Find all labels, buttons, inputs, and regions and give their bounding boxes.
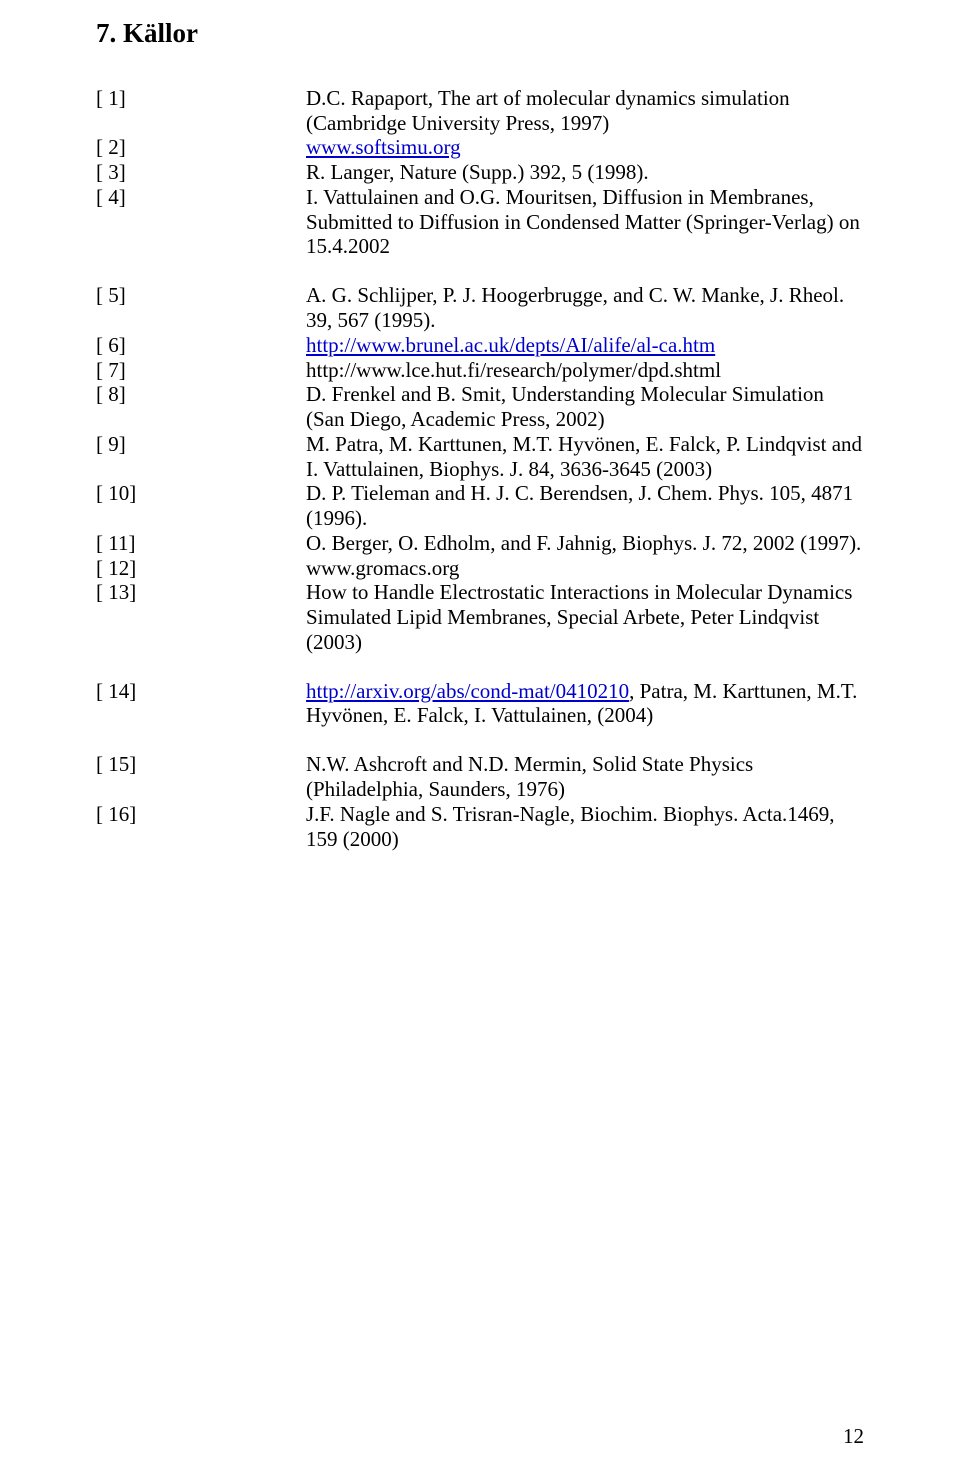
reference-body: R. Langer, Nature (Supp.) 392, 5 (1998). (306, 160, 864, 185)
reference-row: [ 4]I. Vattulainen and O.G. Mouritsen, D… (96, 185, 864, 259)
reference-row: [ 1]D.C. Rapaport, The art of molecular … (96, 86, 864, 136)
reference-body: www.softsimu.org (306, 135, 864, 160)
reference-key: [ 10] (96, 481, 306, 506)
reference-body: I. Vattulainen and O.G. Mouritsen, Diffu… (306, 185, 864, 259)
reference-key: [ 6] (96, 333, 306, 358)
reference-key: [ 12] (96, 556, 306, 581)
reference-row: [ 8]D. Frenkel and B. Smit, Understandin… (96, 382, 864, 432)
reference-row: [ 15]N.W. Ashcroft and N.D. Mermin, Soli… (96, 752, 864, 802)
reference-row: [ 14]http://arxiv.org/abs/cond-mat/04102… (96, 679, 864, 729)
reference-key: [ 2] (96, 135, 306, 160)
reference-body: N.W. Ashcroft and N.D. Mermin, Solid Sta… (306, 752, 864, 802)
reference-text: O. Berger, O. Edholm, and F. Jahnig, Bio… (306, 531, 861, 555)
reference-key: [ 15] (96, 752, 306, 777)
reference-key: [ 13] (96, 580, 306, 605)
document-page: 7. Källor [ 1]D.C. Rapaport, The art of … (0, 0, 960, 1479)
reference-row: [ 5]A. G. Schlijper, P. J. Hoogerbrugge,… (96, 283, 864, 333)
reference-body: http://www.lce.hut.fi/research/polymer/d… (306, 358, 864, 383)
reference-key: [ 3] (96, 160, 306, 185)
reference-key: [ 4] (96, 185, 306, 210)
reference-link[interactable]: http://www.brunel.ac.uk/depts/AI/alife/a… (306, 333, 715, 357)
reference-body: www.gromacs.org (306, 556, 864, 581)
reference-text: J.F. Nagle and S. Trisran-Nagle, Biochim… (306, 802, 835, 851)
reference-text: D. Frenkel and B. Smit, Understanding Mo… (306, 382, 824, 431)
reference-key: [ 9] (96, 432, 306, 457)
page-number: 12 (843, 1424, 864, 1449)
reference-key: [ 14] (96, 679, 306, 704)
reference-text: A. G. Schlijper, P. J. Hoogerbrugge, and… (306, 283, 844, 332)
reference-body: D.C. Rapaport, The art of molecular dyna… (306, 86, 864, 136)
reference-text: I. Vattulainen and O.G. Mouritsen, Diffu… (306, 185, 860, 259)
reference-text: www.gromacs.org (306, 556, 459, 580)
reference-row: [ 16]J.F. Nagle and S. Trisran-Nagle, Bi… (96, 802, 864, 852)
reference-body: http://arxiv.org/abs/cond-mat/0410210, P… (306, 679, 864, 729)
reference-link[interactable]: www.softsimu.org (306, 135, 461, 159)
reference-text: D. P. Tieleman and H. J. C. Berendsen, J… (306, 481, 853, 530)
reference-key: [ 1] (96, 86, 306, 111)
reference-key: [ 11] (96, 531, 306, 556)
reference-spacer (96, 655, 864, 679)
reference-body: D. Frenkel and B. Smit, Understanding Mo… (306, 382, 864, 432)
reference-body: How to Handle Electrostatic Interactions… (306, 580, 864, 654)
reference-list: [ 1]D.C. Rapaport, The art of molecular … (96, 86, 864, 851)
reference-body: http://www.brunel.ac.uk/depts/AI/alife/a… (306, 333, 864, 358)
reference-row: [ 6]http://www.brunel.ac.uk/depts/AI/ali… (96, 333, 864, 358)
reference-row: [ 11]O. Berger, O. Edholm, and F. Jahnig… (96, 531, 864, 556)
reference-body: D. P. Tieleman and H. J. C. Berendsen, J… (306, 481, 864, 531)
reference-row: [ 13]How to Handle Electrostatic Interac… (96, 580, 864, 654)
reference-text: D.C. Rapaport, The art of molecular dyna… (306, 86, 790, 135)
reference-body: O. Berger, O. Edholm, and F. Jahnig, Bio… (306, 531, 864, 556)
reference-text: R. Langer, Nature (Supp.) 392, 5 (1998). (306, 160, 649, 184)
reference-row: [ 7]http://www.lce.hut.fi/research/polym… (96, 358, 864, 383)
reference-key: [ 16] (96, 802, 306, 827)
reference-row: [ 12]www.gromacs.org (96, 556, 864, 581)
reference-text: M. Patra, M. Karttunen, M.T. Hyvönen, E.… (306, 432, 862, 481)
reference-row: [ 2]www.softsimu.org (96, 135, 864, 160)
reference-text: How to Handle Electrostatic Interactions… (306, 580, 852, 654)
reference-row: [ 3]R. Langer, Nature (Supp.) 392, 5 (19… (96, 160, 864, 185)
reference-text: N.W. Ashcroft and N.D. Mermin, Solid Sta… (306, 752, 753, 801)
reference-row: [ 9]M. Patra, M. Karttunen, M.T. Hyvönen… (96, 432, 864, 482)
reference-key: [ 8] (96, 382, 306, 407)
reference-spacer (96, 728, 864, 752)
reference-key: [ 5] (96, 283, 306, 308)
reference-text: http://www.lce.hut.fi/research/polymer/d… (306, 358, 721, 382)
reference-body: A. G. Schlijper, P. J. Hoogerbrugge, and… (306, 283, 864, 333)
reference-row: [ 10]D. P. Tieleman and H. J. C. Berends… (96, 481, 864, 531)
reference-key: [ 7] (96, 358, 306, 383)
section-heading: 7. Källor (96, 18, 864, 50)
reference-link[interactable]: http://arxiv.org/abs/cond-mat/0410210 (306, 679, 629, 703)
reference-body: J.F. Nagle and S. Trisran-Nagle, Biochim… (306, 802, 864, 852)
reference-spacer (96, 259, 864, 283)
reference-body: M. Patra, M. Karttunen, M.T. Hyvönen, E.… (306, 432, 864, 482)
